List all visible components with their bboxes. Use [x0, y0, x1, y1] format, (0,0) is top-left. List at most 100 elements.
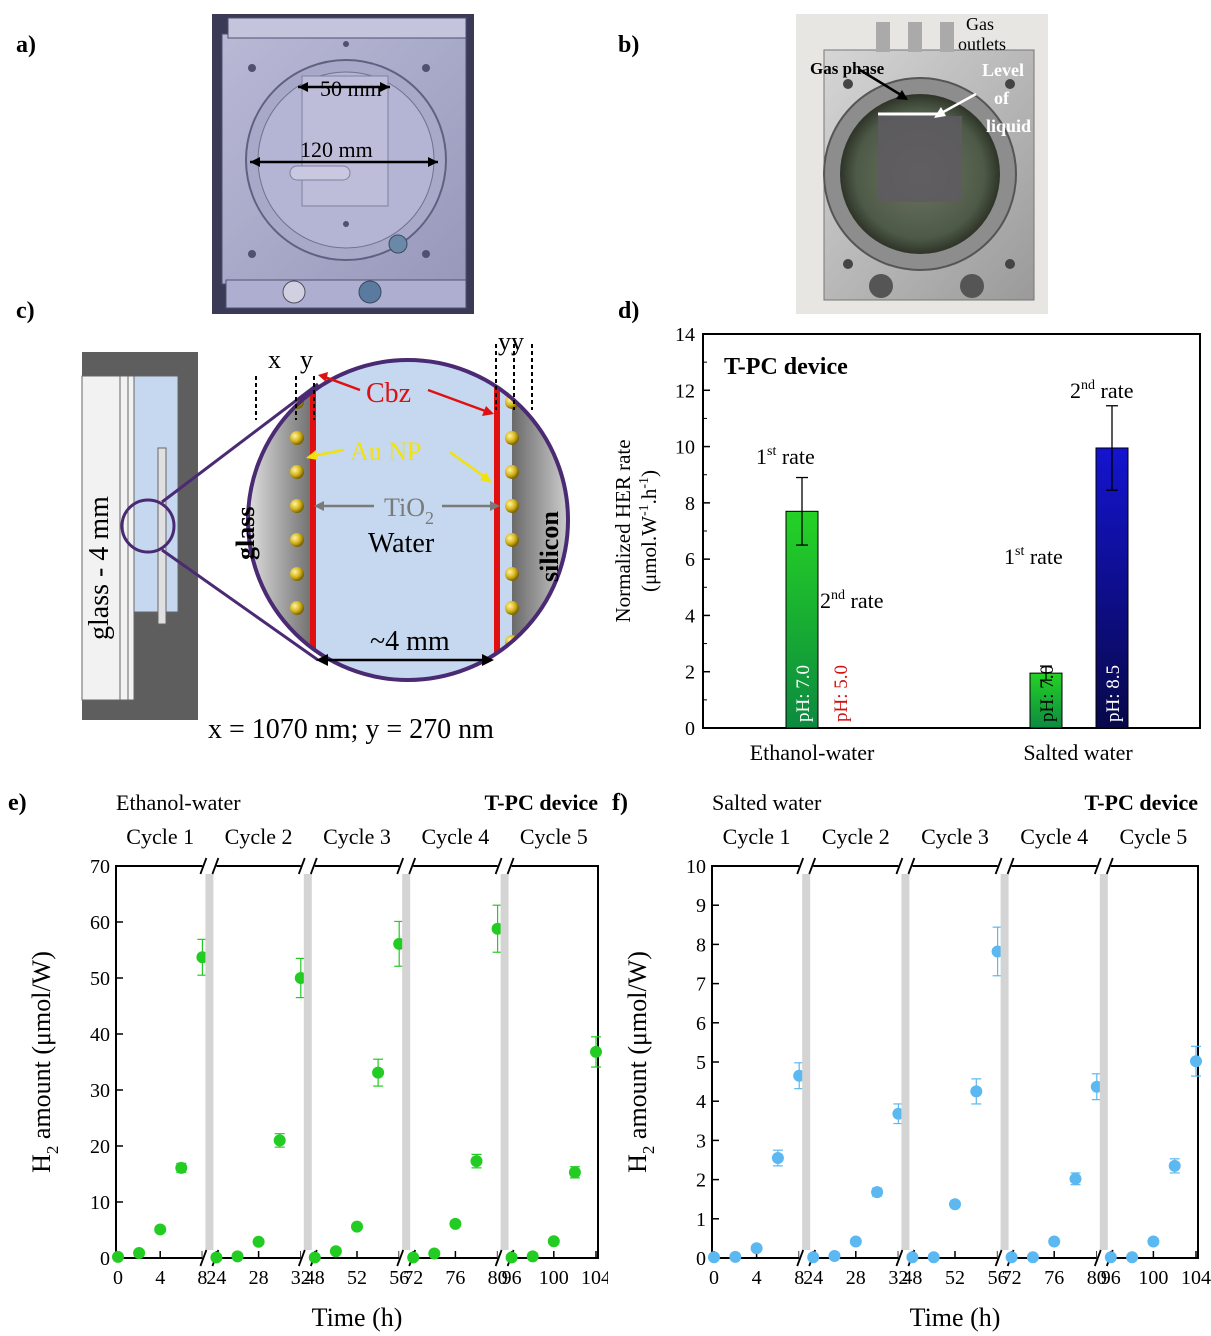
data-point: [329, 1245, 342, 1258]
silicon-label: silicon: [535, 511, 564, 582]
data-point: [1005, 1251, 1018, 1264]
glass-label: glass: [231, 507, 260, 560]
glass-4mm-label: glass - 4 mm: [84, 496, 115, 640]
water-label: Water: [368, 528, 435, 559]
data-point: [590, 1045, 602, 1058]
data-point: [708, 1251, 720, 1264]
axis-break-band: [500, 867, 509, 1257]
panel-label-f: f): [612, 790, 628, 816]
reactor-cad-render: 50 mm 120 mm: [212, 14, 474, 314]
x-tick-label: 80: [1087, 1267, 1107, 1289]
x-tick-label: 48: [902, 1267, 922, 1289]
data-point: [526, 1250, 539, 1263]
data-point: [1048, 1235, 1061, 1248]
data-point: [1168, 1159, 1181, 1172]
axis-break-gap: [1096, 858, 1111, 874]
axis-break-mark: [907, 857, 916, 875]
x-tick-label: 56: [389, 1267, 409, 1289]
y-tick-label: 50: [90, 968, 110, 990]
x-tick-label: 96: [502, 1267, 522, 1289]
x-axis-label: Time (h): [312, 1303, 403, 1332]
y-tick-label: 0: [696, 1248, 706, 1270]
y-axis-unit-label: (μmol.W-1.h-1): [637, 470, 661, 592]
data-point: [1190, 1055, 1202, 1068]
chart-title: T-PC device: [724, 354, 848, 380]
axis-break-band: [1000, 867, 1009, 1257]
x-tick-label: 32: [888, 1267, 908, 1289]
x-tick-label: 28: [846, 1267, 866, 1289]
level-label-1: Level: [982, 60, 1024, 80]
panel-label-b: b): [618, 32, 640, 58]
data-point: [849, 1235, 862, 1248]
y-tick-label: 40: [90, 1024, 110, 1046]
x-tick-label: 32: [291, 1267, 311, 1289]
axis-break-band: [303, 867, 312, 1257]
x-tick-label: 4: [752, 1267, 762, 1289]
x-tick-label: 24: [206, 1267, 226, 1289]
y-label: y: [300, 345, 313, 374]
y-tick-label: 60: [90, 912, 110, 934]
axis-break-gap: [497, 858, 512, 874]
data-point: [1147, 1235, 1160, 1248]
y-tick-label: 20: [90, 1136, 110, 1158]
data-point: [112, 1250, 124, 1263]
axis-break-mark: [506, 857, 515, 875]
x-tick-label: 0: [113, 1267, 123, 1289]
data-point: [210, 1251, 223, 1264]
data-point: [807, 1251, 820, 1264]
axis-break-mark: [994, 1249, 1003, 1267]
panel-label-a: a): [16, 32, 36, 58]
axis-break-mark: [211, 857, 220, 875]
x-tick-label: 76: [1044, 1267, 1064, 1289]
y-tick-label: 5: [696, 1052, 706, 1074]
dim-50mm-label: 50 mm: [320, 76, 382, 101]
data-point: [133, 1246, 146, 1259]
data-point: [547, 1235, 560, 1248]
data-point: [175, 1161, 188, 1174]
axis-break-mark: [1093, 857, 1102, 875]
data-point: [828, 1250, 841, 1263]
y-tick-label: 12: [675, 380, 695, 402]
data-point: [252, 1235, 265, 1248]
axis-break-mark: [808, 857, 817, 875]
x-tick-label: 104: [1181, 1267, 1211, 1289]
y-tick-label: 70: [90, 856, 110, 878]
y-tick-label: 2: [696, 1170, 706, 1192]
axis-break-mark: [297, 1249, 306, 1267]
cycle-label: Cycle 2: [225, 824, 293, 849]
axis-break-mark: [895, 857, 904, 875]
dim-120mm-label: 120 mm: [300, 137, 373, 162]
y-tick-label: 10: [686, 856, 706, 878]
au-nanoparticles-left: [290, 395, 304, 649]
ph-label: pH: 8.5: [1103, 665, 1124, 722]
y-tick-label: 2: [685, 662, 695, 684]
axis-break-mark: [994, 857, 1003, 875]
second-rate-label: 2nd rate: [1070, 378, 1133, 403]
y-tick-label: 7: [696, 974, 706, 996]
data-point: [1104, 1251, 1117, 1264]
y-tick-label: 3: [696, 1130, 706, 1152]
axis-break-mark: [796, 857, 805, 875]
yy-label: yy: [498, 327, 524, 356]
x-label: x: [268, 345, 281, 374]
chart-e-ethanol-water: Ethanol-water T-PC device010203040506070H…: [27, 790, 608, 1332]
schematic-caption: x = 1070 nm; y = 270 nm: [208, 714, 494, 745]
data-point: [1026, 1251, 1039, 1264]
axis-break-mark: [396, 857, 405, 875]
data-point: [372, 1066, 385, 1079]
second-rate-label: 2nd rate: [820, 588, 883, 613]
x-category-label: Salted water: [1023, 740, 1133, 765]
x-tick-label: 52: [347, 1267, 367, 1289]
axis-break-mark: [199, 1249, 208, 1267]
data-point: [927, 1251, 940, 1264]
ph-label: pH: 7.0: [1037, 665, 1058, 722]
data-point: [351, 1220, 363, 1233]
y-tick-label: 6: [696, 1013, 706, 1035]
y-tick-label: 6: [685, 549, 695, 571]
data-point: [771, 1152, 784, 1165]
data-point: [991, 945, 1004, 958]
plot-frame: [115, 865, 599, 1259]
y-tick-label: 4: [685, 605, 695, 627]
axis-break-mark: [408, 857, 417, 875]
reactor-photo: Gas outlets Gas phase Level of liquid: [796, 14, 1048, 314]
